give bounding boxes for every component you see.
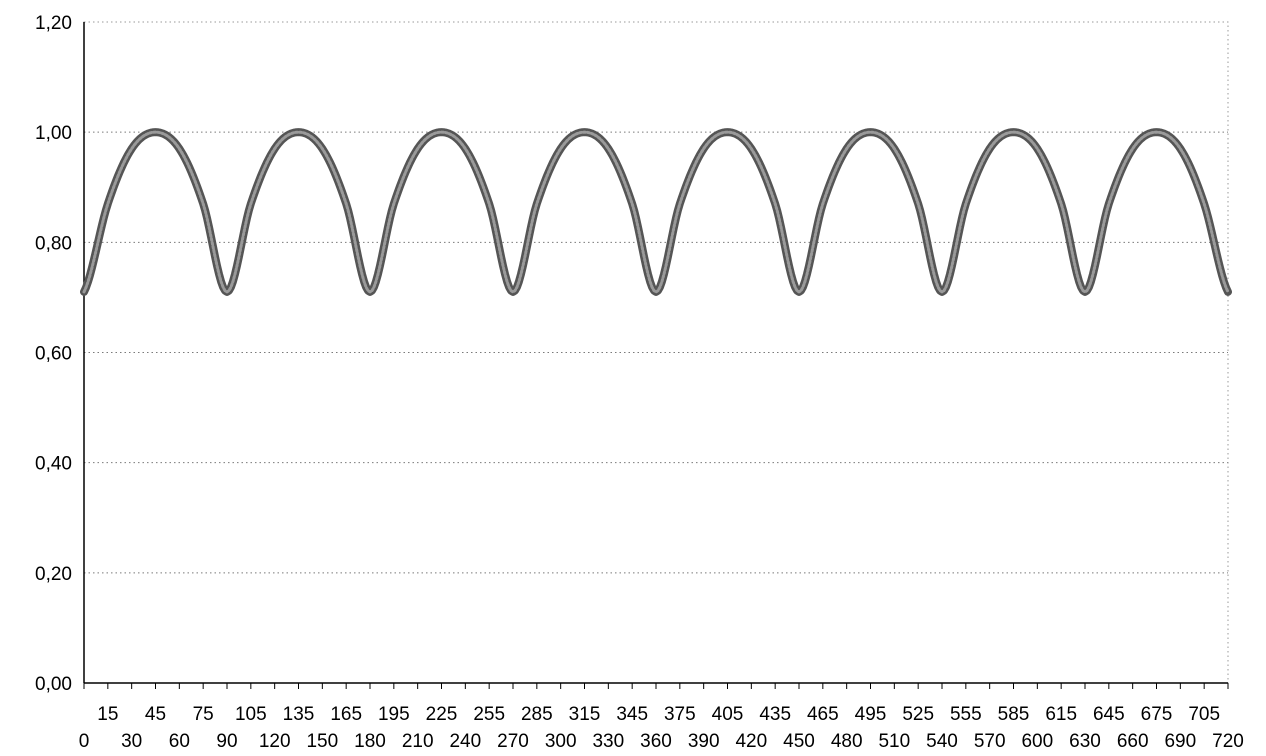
x-tick-label-upper: 135 — [283, 704, 315, 725]
x-tick-label-lower: 0 — [79, 731, 90, 752]
x-tick-label-upper: 15 — [97, 704, 118, 725]
x-tick-label-lower: 90 — [216, 731, 237, 752]
x-axis-tick-labels: 15 45 75 105 135 165 195 225 255 285 315 345 375 405 4… — [79, 704, 1244, 752]
x-tick-label-lower: 720 — [1212, 731, 1244, 752]
x-tick-label-lower: 120 — [259, 731, 291, 752]
x-tick-label-lower: 480 — [831, 731, 863, 752]
y-tick-label: 0,40 — [35, 454, 72, 475]
x-tick-label-lower: 210 — [402, 731, 434, 752]
x-tick-label-upper: 705 — [1188, 704, 1220, 725]
y-tick-label: 1,20 — [35, 13, 72, 34]
x-tick-label-lower: 510 — [878, 731, 910, 752]
x-tick-label-upper: 375 — [664, 704, 696, 725]
x-tick-label-upper: 285 — [521, 704, 553, 725]
x-tick-label-upper: 225 — [426, 704, 458, 725]
x-tick-label-lower: 600 — [1021, 731, 1053, 752]
x-tick-label-upper: 615 — [1045, 704, 1077, 725]
x-tick-label-lower: 570 — [974, 731, 1006, 752]
x-tick-label-upper: 45 — [145, 704, 166, 725]
series-line — [82, 130, 1230, 294]
x-tick-label-lower: 30 — [121, 731, 142, 752]
x-tick-label-upper: 165 — [330, 704, 362, 725]
series-line-outline — [80, 128, 1232, 296]
x-tick-label-lower: 330 — [592, 731, 624, 752]
x-tick-label-lower: 300 — [545, 731, 577, 752]
x-tick-label-lower: 390 — [688, 731, 720, 752]
x-tick-label-lower: 420 — [735, 731, 767, 752]
x-tick-label-lower: 360 — [640, 731, 672, 752]
x-tick-label-lower: 690 — [1164, 731, 1196, 752]
x-tick-label-lower: 540 — [926, 731, 958, 752]
x-tick-label-lower: 150 — [306, 731, 338, 752]
y-tick-label: 0,00 — [35, 674, 72, 695]
x-tick-label-upper: 255 — [473, 704, 505, 725]
series-group — [80, 128, 1232, 296]
x-tick-label-lower: 60 — [169, 731, 190, 752]
x-tick-label-upper: 675 — [1141, 704, 1173, 725]
y-tick-label: 0,80 — [35, 233, 72, 254]
y-tick-label: 0,60 — [35, 344, 72, 365]
x-tick-label-lower: 270 — [497, 731, 529, 752]
x-tick-label-lower: 450 — [783, 731, 815, 752]
x-tick-label-lower: 630 — [1069, 731, 1101, 752]
x-tick-label-upper: 195 — [378, 704, 410, 725]
y-tick-label: 1,00 — [35, 123, 72, 144]
x-tick-label-upper: 435 — [759, 704, 791, 725]
x-tick-label-upper: 585 — [998, 704, 1030, 725]
x-tick-label-upper: 405 — [712, 704, 744, 725]
axes — [83, 22, 1229, 689]
x-tick-label-upper: 105 — [235, 704, 267, 725]
x-tick-label-lower: 660 — [1117, 731, 1149, 752]
x-tick-label-upper: 495 — [855, 704, 887, 725]
gridlines — [84, 21, 1228, 574]
x-tick-label-upper: 645 — [1093, 704, 1125, 725]
x-tick-label-upper: 465 — [807, 704, 839, 725]
y-axis-tick-labels: 0,00 0,20 0,40 0,60 0,80 1,00 1,20 — [35, 13, 72, 695]
x-tick-label-lower: 180 — [354, 731, 386, 752]
x-tick-label-upper: 315 — [569, 704, 601, 725]
x-tick-label-upper: 525 — [902, 704, 934, 725]
x-tick-label-upper: 555 — [950, 704, 982, 725]
x-tick-label-upper: 75 — [193, 704, 214, 725]
y-tick-label: 0,20 — [35, 564, 72, 585]
x-tick-label-upper: 345 — [616, 704, 648, 725]
x-tick-label-lower: 240 — [449, 731, 481, 752]
